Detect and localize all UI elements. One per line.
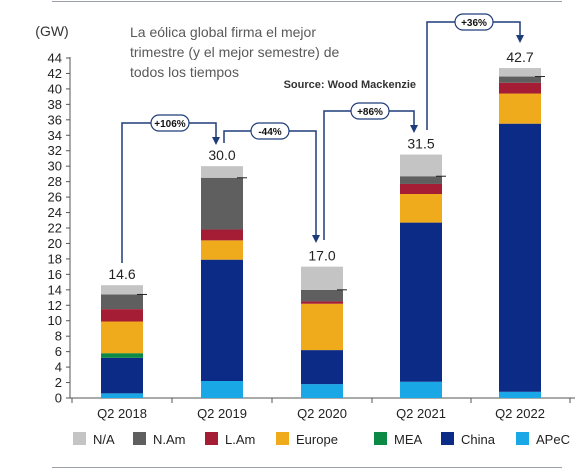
y-tick-label: 10 xyxy=(48,313,62,328)
y-tick-label: 26 xyxy=(48,190,62,205)
total-value-label: 17.0 xyxy=(308,248,335,264)
growth-pill xyxy=(150,114,190,132)
y-tick-label: 36 xyxy=(48,112,62,127)
bar-segment-nam xyxy=(301,289,343,302)
bar-segment-china xyxy=(499,123,541,392)
chart-title-line: trimestre (y el mejor semestre) de xyxy=(130,44,339,60)
top-rule xyxy=(52,1,562,2)
growth-label: -44% xyxy=(258,127,281,138)
legend-label: L.Am xyxy=(225,432,255,447)
bar-segment-na xyxy=(499,68,541,77)
y-tick-label: 20 xyxy=(48,236,62,251)
y-tick-label: 4 xyxy=(55,360,62,375)
bar-segment-lam xyxy=(201,229,243,241)
bar-segment-apec xyxy=(201,381,243,398)
legend-swatch xyxy=(374,432,387,445)
bottom-rule xyxy=(52,467,562,468)
total-value-label: 30.0 xyxy=(208,147,235,163)
chart-title-line: todos los tiempos xyxy=(130,64,239,80)
bar-segment-europe xyxy=(201,240,243,260)
growth-label: +36% xyxy=(461,18,487,29)
chart-title-line: La eólica global firma el mejor xyxy=(130,24,316,40)
y-tick-label: 12 xyxy=(48,298,62,313)
legend-label: N/A xyxy=(93,432,115,447)
bar-segment-na xyxy=(201,166,243,178)
legend-label: APeC xyxy=(536,432,570,447)
total-value-label: 42.7 xyxy=(506,49,533,65)
growth-label: +106% xyxy=(154,119,186,130)
bar-segment-lam xyxy=(101,309,143,322)
bar-segment-mea xyxy=(101,353,143,358)
y-tick-label: 6 xyxy=(55,344,62,359)
x-tick-label: Q2 2020 xyxy=(297,406,347,421)
y-tick-label: 30 xyxy=(48,159,62,174)
legend-swatch xyxy=(276,432,289,445)
y-tick-label: 32 xyxy=(48,143,62,158)
bar-segment-apec xyxy=(101,393,143,398)
chart-title: La eólica global firma el mejor trimestre… xyxy=(130,24,339,80)
y-tick-label: 8 xyxy=(55,329,62,344)
chart-source: Source: Wood Mackenzie xyxy=(284,79,416,91)
y-tick-label: 2 xyxy=(55,375,62,390)
growth-pill xyxy=(250,122,290,140)
y-tick-label: 0 xyxy=(55,391,62,406)
bar-segment-apec xyxy=(400,381,442,398)
bar-segment-nam xyxy=(201,177,243,230)
bar-segment-na xyxy=(301,266,343,290)
bar-segment-lam xyxy=(499,82,541,94)
legend-swatch xyxy=(441,432,454,445)
bar-segment-europe xyxy=(301,303,343,351)
x-tick-label: Q2 2019 xyxy=(197,406,247,421)
y-tick-label: 38 xyxy=(48,97,62,112)
bar-segment-apec xyxy=(301,384,343,398)
bar-segment-china xyxy=(400,222,442,382)
legend-label: N.Am xyxy=(153,432,186,447)
y-axis-unit-label: (GW) xyxy=(35,23,68,39)
bar-segment-na xyxy=(400,154,442,177)
y-tick-label: 42 xyxy=(48,66,62,81)
legend-swatch xyxy=(133,432,146,445)
growth-pill xyxy=(350,102,390,120)
bar-segment-europe xyxy=(499,93,541,124)
x-tick-label: Q2 2022 xyxy=(495,406,545,421)
y-tick-label: 40 xyxy=(48,81,62,96)
y-tick-label: 24 xyxy=(48,205,62,220)
legend-swatch xyxy=(205,432,218,445)
bar-segment-lam xyxy=(301,301,343,304)
legend-label: MEA xyxy=(394,432,423,447)
bar-segment-europe xyxy=(101,321,143,354)
y-tick-label: 22 xyxy=(48,221,62,236)
y-tick-label: 14 xyxy=(48,282,62,297)
bar-segment-china xyxy=(101,357,143,394)
bar-segment-china xyxy=(301,350,343,385)
legend-label: China xyxy=(461,432,496,447)
bar-segment-na xyxy=(101,285,143,295)
bar-segment-nam xyxy=(101,294,143,310)
x-tick-label: Q2 2018 xyxy=(97,406,147,421)
y-tick-label: 28 xyxy=(48,174,62,189)
y-tick-label: 18 xyxy=(48,251,62,266)
total-value-label: 31.5 xyxy=(407,136,434,152)
bar-segment-europe xyxy=(400,194,442,223)
bar-segment-china xyxy=(201,259,243,381)
x-tick-label: Q2 2021 xyxy=(396,406,446,421)
y-tick-label: 16 xyxy=(48,267,62,282)
total-value-label: 14.6 xyxy=(108,266,135,282)
bar-segment-lam xyxy=(400,183,442,194)
growth-pill xyxy=(454,13,494,31)
legend-swatch xyxy=(516,432,529,445)
y-tick-label: 34 xyxy=(48,128,62,143)
growth-label: +86% xyxy=(357,107,383,118)
y-tick-label: 44 xyxy=(48,51,62,66)
bar-segment-nam xyxy=(400,176,442,184)
legend-label: Europe xyxy=(296,432,338,447)
legend-swatch xyxy=(73,432,86,445)
bar-segment-apec xyxy=(499,391,541,398)
bar-segment-nam xyxy=(499,76,541,83)
